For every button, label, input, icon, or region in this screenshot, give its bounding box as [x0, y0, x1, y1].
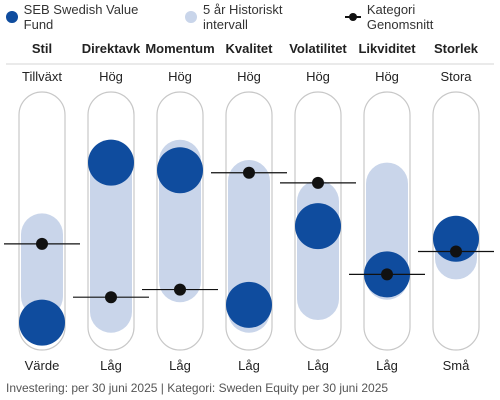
average-marker-icon — [345, 11, 361, 23]
legend: SEB Swedish Value Fund 5 år Historiskt i… — [6, 2, 500, 32]
fund-dot-kvalitet — [226, 281, 272, 328]
range-bar-direktavk — [90, 139, 132, 333]
range-bar-stil — [21, 213, 63, 318]
avg-dot-volatilitet — [312, 176, 324, 189]
legend-item-avg: Kategori Genomsnitt — [345, 2, 482, 32]
avg-dot-momentum — [174, 283, 186, 296]
category-header-storlek: Storlek — [434, 41, 479, 56]
category-header-momentum: Momentum — [145, 41, 214, 56]
fund-dot-momentum — [157, 147, 203, 194]
bottom-label-direktavk: Låg — [100, 358, 122, 373]
fund-dot-volatilitet — [295, 203, 341, 250]
top-label-volatilitet: Hög — [306, 69, 330, 84]
bottom-label-momentum: Låg — [169, 358, 191, 373]
range-dot-icon — [185, 11, 198, 23]
top-label-storlek: Stora — [440, 69, 472, 84]
fund-dot-icon — [6, 11, 18, 23]
top-label-likviditet: Hög — [375, 69, 399, 84]
legend-item-fund: SEB Swedish Value Fund — [6, 2, 167, 32]
footer-note: Investering: per 30 juni 2025 | Kategori… — [6, 381, 389, 395]
legend-label-fund: SEB Swedish Value Fund — [23, 2, 139, 32]
factor-chart: Stil Tillväxt Värde Direktavk Hög Låg Momentum… — [4, 41, 494, 373]
legend-label-avg: Kategori Genomsnitt — [366, 2, 434, 32]
top-label-direktavk: Hög — [99, 69, 123, 84]
fund-dot-stil — [19, 299, 65, 346]
avg-dot-direktavk — [105, 291, 117, 304]
bottom-label-kvalitet: Låg — [238, 358, 260, 373]
category-header-direktavk: Direktavk — [82, 41, 141, 56]
avg-dot-likviditet — [381, 268, 393, 281]
legend-label-range: 5 år Historiskt intervall — [203, 2, 283, 32]
category-header-stil: Stil — [32, 41, 52, 56]
top-label-stil: Tillväxt — [22, 69, 62, 84]
avg-dot-kvalitet — [243, 166, 255, 179]
avg-dot-storlek — [450, 245, 462, 258]
fund-dot-storlek — [433, 215, 479, 262]
category-header-volatilitet: Volatilitet — [289, 41, 347, 56]
top-label-kvalitet: Hög — [237, 69, 261, 84]
bottom-label-volatilitet: Låg — [307, 358, 329, 373]
bottom-label-stil: Värde — [25, 358, 60, 373]
category-header-kvalitet: Kvalitet — [226, 41, 274, 56]
bottom-label-storlek: Små — [443, 358, 471, 373]
top-label-momentum: Hög — [168, 69, 192, 84]
fund-dot-direktavk — [88, 139, 134, 186]
range-bar-volatilitet — [297, 180, 339, 321]
bottom-label-likviditet: Låg — [376, 358, 398, 373]
avg-dot-stil — [36, 237, 48, 250]
category-header-likviditet: Likviditet — [358, 41, 416, 56]
legend-item-range: 5 år Historiskt intervall — [185, 2, 327, 32]
